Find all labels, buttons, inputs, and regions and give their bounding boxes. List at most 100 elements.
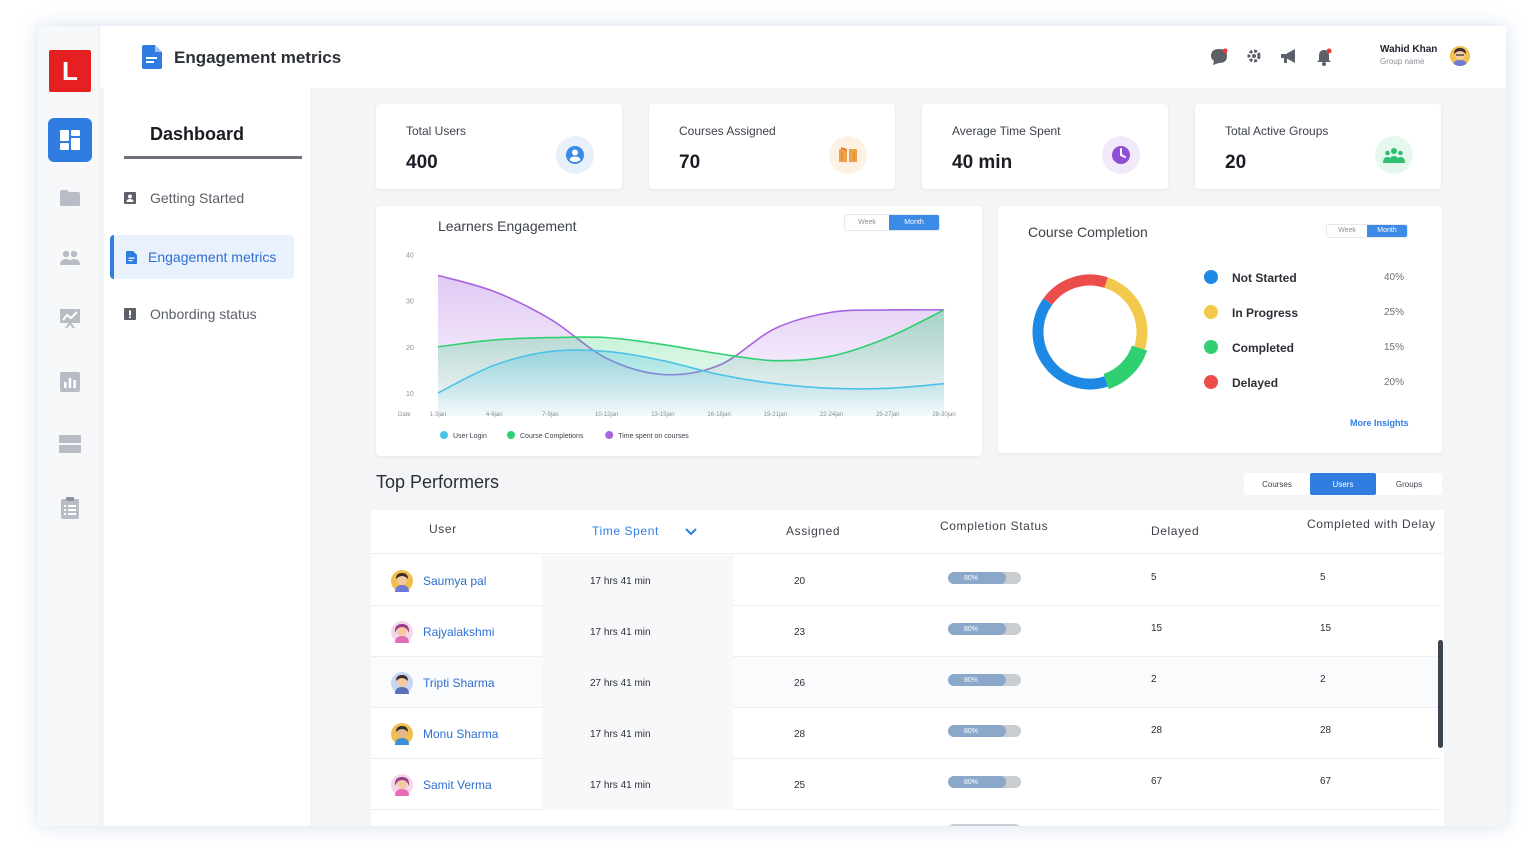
delayed-cell: 67: [1151, 776, 1163, 787]
completed-delay-cell: 67: [1320, 776, 1332, 787]
y-tick-label: 40: [406, 253, 414, 260]
assigned-cell: 23: [794, 627, 806, 638]
server-icon[interactable]: [48, 422, 92, 466]
delayed-cell: 2: [1151, 674, 1157, 685]
assigned-cell: 20: [794, 576, 806, 587]
avatar[interactable]: [1448, 44, 1472, 68]
subnav-item-label: Engagement metrics: [148, 249, 277, 265]
stat-value: 400: [406, 152, 438, 173]
more-insights-link[interactable]: More Insights: [1350, 418, 1409, 428]
x-tick-label: 13-15jan: [651, 412, 674, 418]
subnav-item-getting-started[interactable]: Getting Started: [110, 176, 294, 220]
chat-icon[interactable]: [1210, 48, 1228, 66]
series-line: [437, 309, 945, 362]
column-header-user[interactable]: User: [429, 522, 457, 536]
time-spent-cell: 27 hrs 41 min: [590, 678, 651, 689]
document-icon: [125, 250, 137, 264]
series-line: [437, 349, 945, 394]
user-name-link[interactable]: Samit Verma: [423, 778, 492, 792]
legend-label: User Login: [453, 433, 487, 440]
chevron-down-icon[interactable]: [685, 528, 697, 536]
engagement-chart: 10 20 30 40 Date 1-3jan 4-6jan 7-9jan 10-12jan 13…: [398, 253, 956, 440]
page-title: Engagement metrics: [174, 48, 342, 67]
toggle-week[interactable]: Week: [858, 219, 876, 226]
table-scrollbar[interactable]: [1438, 640, 1443, 748]
stat-card-courses-assigned: Courses Assigned 70: [649, 104, 895, 189]
user-name: Wahid Khan: [1380, 44, 1438, 55]
toggle-month[interactable]: Month: [1367, 225, 1407, 237]
stat-card-average-time: Average Time Spent 40 min: [922, 104, 1168, 189]
stat-label: Total Active Groups: [1225, 124, 1329, 138]
x-tick-label: 22-24jan: [820, 412, 843, 418]
avatar: [391, 672, 413, 694]
info-box-icon: [124, 308, 136, 320]
legend-dot-in-progress: [1204, 305, 1218, 319]
book-icon: [829, 136, 867, 174]
legend-dot: [605, 431, 614, 439]
delayed-cell: 15: [1151, 623, 1163, 634]
sub-sidebar: Dashboard Getting Started Engagement met…: [104, 88, 310, 826]
app-logo[interactable]: L: [49, 50, 91, 92]
clipboard-icon[interactable]: [48, 486, 92, 530]
completed-delay-cell: 15: [1320, 623, 1332, 634]
column-header-assigned[interactable]: Assigned: [786, 524, 841, 538]
legend-label: Time spent on courses: [618, 433, 689, 440]
completion-period-toggle: Week Month: [1326, 224, 1408, 238]
donut-segment-completed: [1103, 345, 1148, 390]
toggle-month[interactable]: Month: [889, 215, 939, 230]
megaphone-icon[interactable]: [1280, 48, 1298, 64]
engagement-period-toggle: Week Month: [844, 214, 940, 231]
chart-title: Course Completion: [1028, 224, 1148, 240]
legend-percent: 40%: [1384, 272, 1405, 283]
completion-progress-bar: 80%: [948, 674, 1021, 686]
table-row[interactable]: Saumya pal 17 hrs 41 min 20 80% 5 5: [371, 555, 1439, 606]
table-row[interactable]: Rajyalakshmi 17 hrs 41 min 23 80% 15 15: [371, 606, 1439, 657]
tab-courses[interactable]: Courses: [1262, 479, 1292, 489]
time-column-shade: [542, 759, 733, 810]
subnav-item-onboarding-status[interactable]: Onbording status: [110, 292, 294, 336]
donut-segment-delayed: [1043, 274, 1108, 305]
y-tick-label: 20: [406, 345, 414, 352]
bar-chart-icon[interactable]: [48, 360, 92, 404]
completed-delay-cell: 28: [1320, 725, 1332, 736]
column-header-completed-with-delay[interactable]: Completed with Delay: [1307, 517, 1436, 531]
performer-tabs: Courses Users Groups: [1244, 473, 1442, 495]
subnav-item-label: Onbording status: [150, 306, 257, 322]
donut-segment-in-progress: [1104, 277, 1148, 350]
legend-label: Course Completions: [520, 433, 584, 440]
folder-icon[interactable]: [48, 176, 92, 220]
tab-users[interactable]: Users: [1310, 473, 1376, 495]
dashboard-icon[interactable]: [48, 118, 92, 162]
progress-fill: 80%: [948, 674, 1007, 686]
user-name-link[interactable]: Monu Sharma: [423, 727, 499, 741]
completion-progress-bar: 80%: [948, 776, 1021, 788]
y-tick-label: 10: [406, 391, 414, 398]
toggle-week[interactable]: Week: [1338, 227, 1356, 234]
table-row[interactable]: Monu Sharma 17 hrs 41 min 28 80% 28 28: [371, 708, 1439, 759]
user-name-link[interactable]: Saumya pal: [423, 574, 487, 588]
progress-fill: 80%: [948, 623, 1007, 635]
time-spent-cell: 17 hrs 41 min: [590, 780, 651, 791]
table-row[interactable]: Samit Verma 17 hrs 41 min 25 80% 67 67: [371, 759, 1439, 810]
presentation-icon[interactable]: [48, 296, 92, 340]
bell-icon[interactable]: [1316, 48, 1332, 66]
legend-label: Not Started: [1232, 271, 1297, 285]
column-header-time-spent[interactable]: Time Spent: [592, 524, 659, 538]
table-row[interactable]: Tripti Sharma 27 hrs 41 min 26 80% 2 2: [371, 657, 1439, 708]
gear-icon[interactable]: [1246, 48, 1262, 64]
legend-dot: [440, 431, 448, 439]
document-icon: [142, 45, 162, 69]
assigned-cell: 25: [794, 780, 806, 791]
tab-groups[interactable]: Groups: [1395, 479, 1423, 489]
legend-label: Completed: [1232, 341, 1295, 355]
column-header-delayed[interactable]: Delayed: [1151, 524, 1200, 538]
user-name-link[interactable]: Tripti Sharma: [423, 676, 495, 690]
icon-rail: L: [38, 26, 100, 826]
completion-progress-bar: 80%: [948, 725, 1021, 737]
column-header-completion-status[interactable]: Completion Status: [940, 519, 1049, 533]
legend-dot-not-started: [1204, 270, 1218, 284]
legend-label: Delayed: [1232, 376, 1279, 390]
user-name-link[interactable]: Rajyalakshmi: [423, 625, 495, 639]
subnav-item-engagement-metrics[interactable]: Engagement metrics: [110, 235, 294, 279]
users-icon[interactable]: [48, 236, 92, 280]
